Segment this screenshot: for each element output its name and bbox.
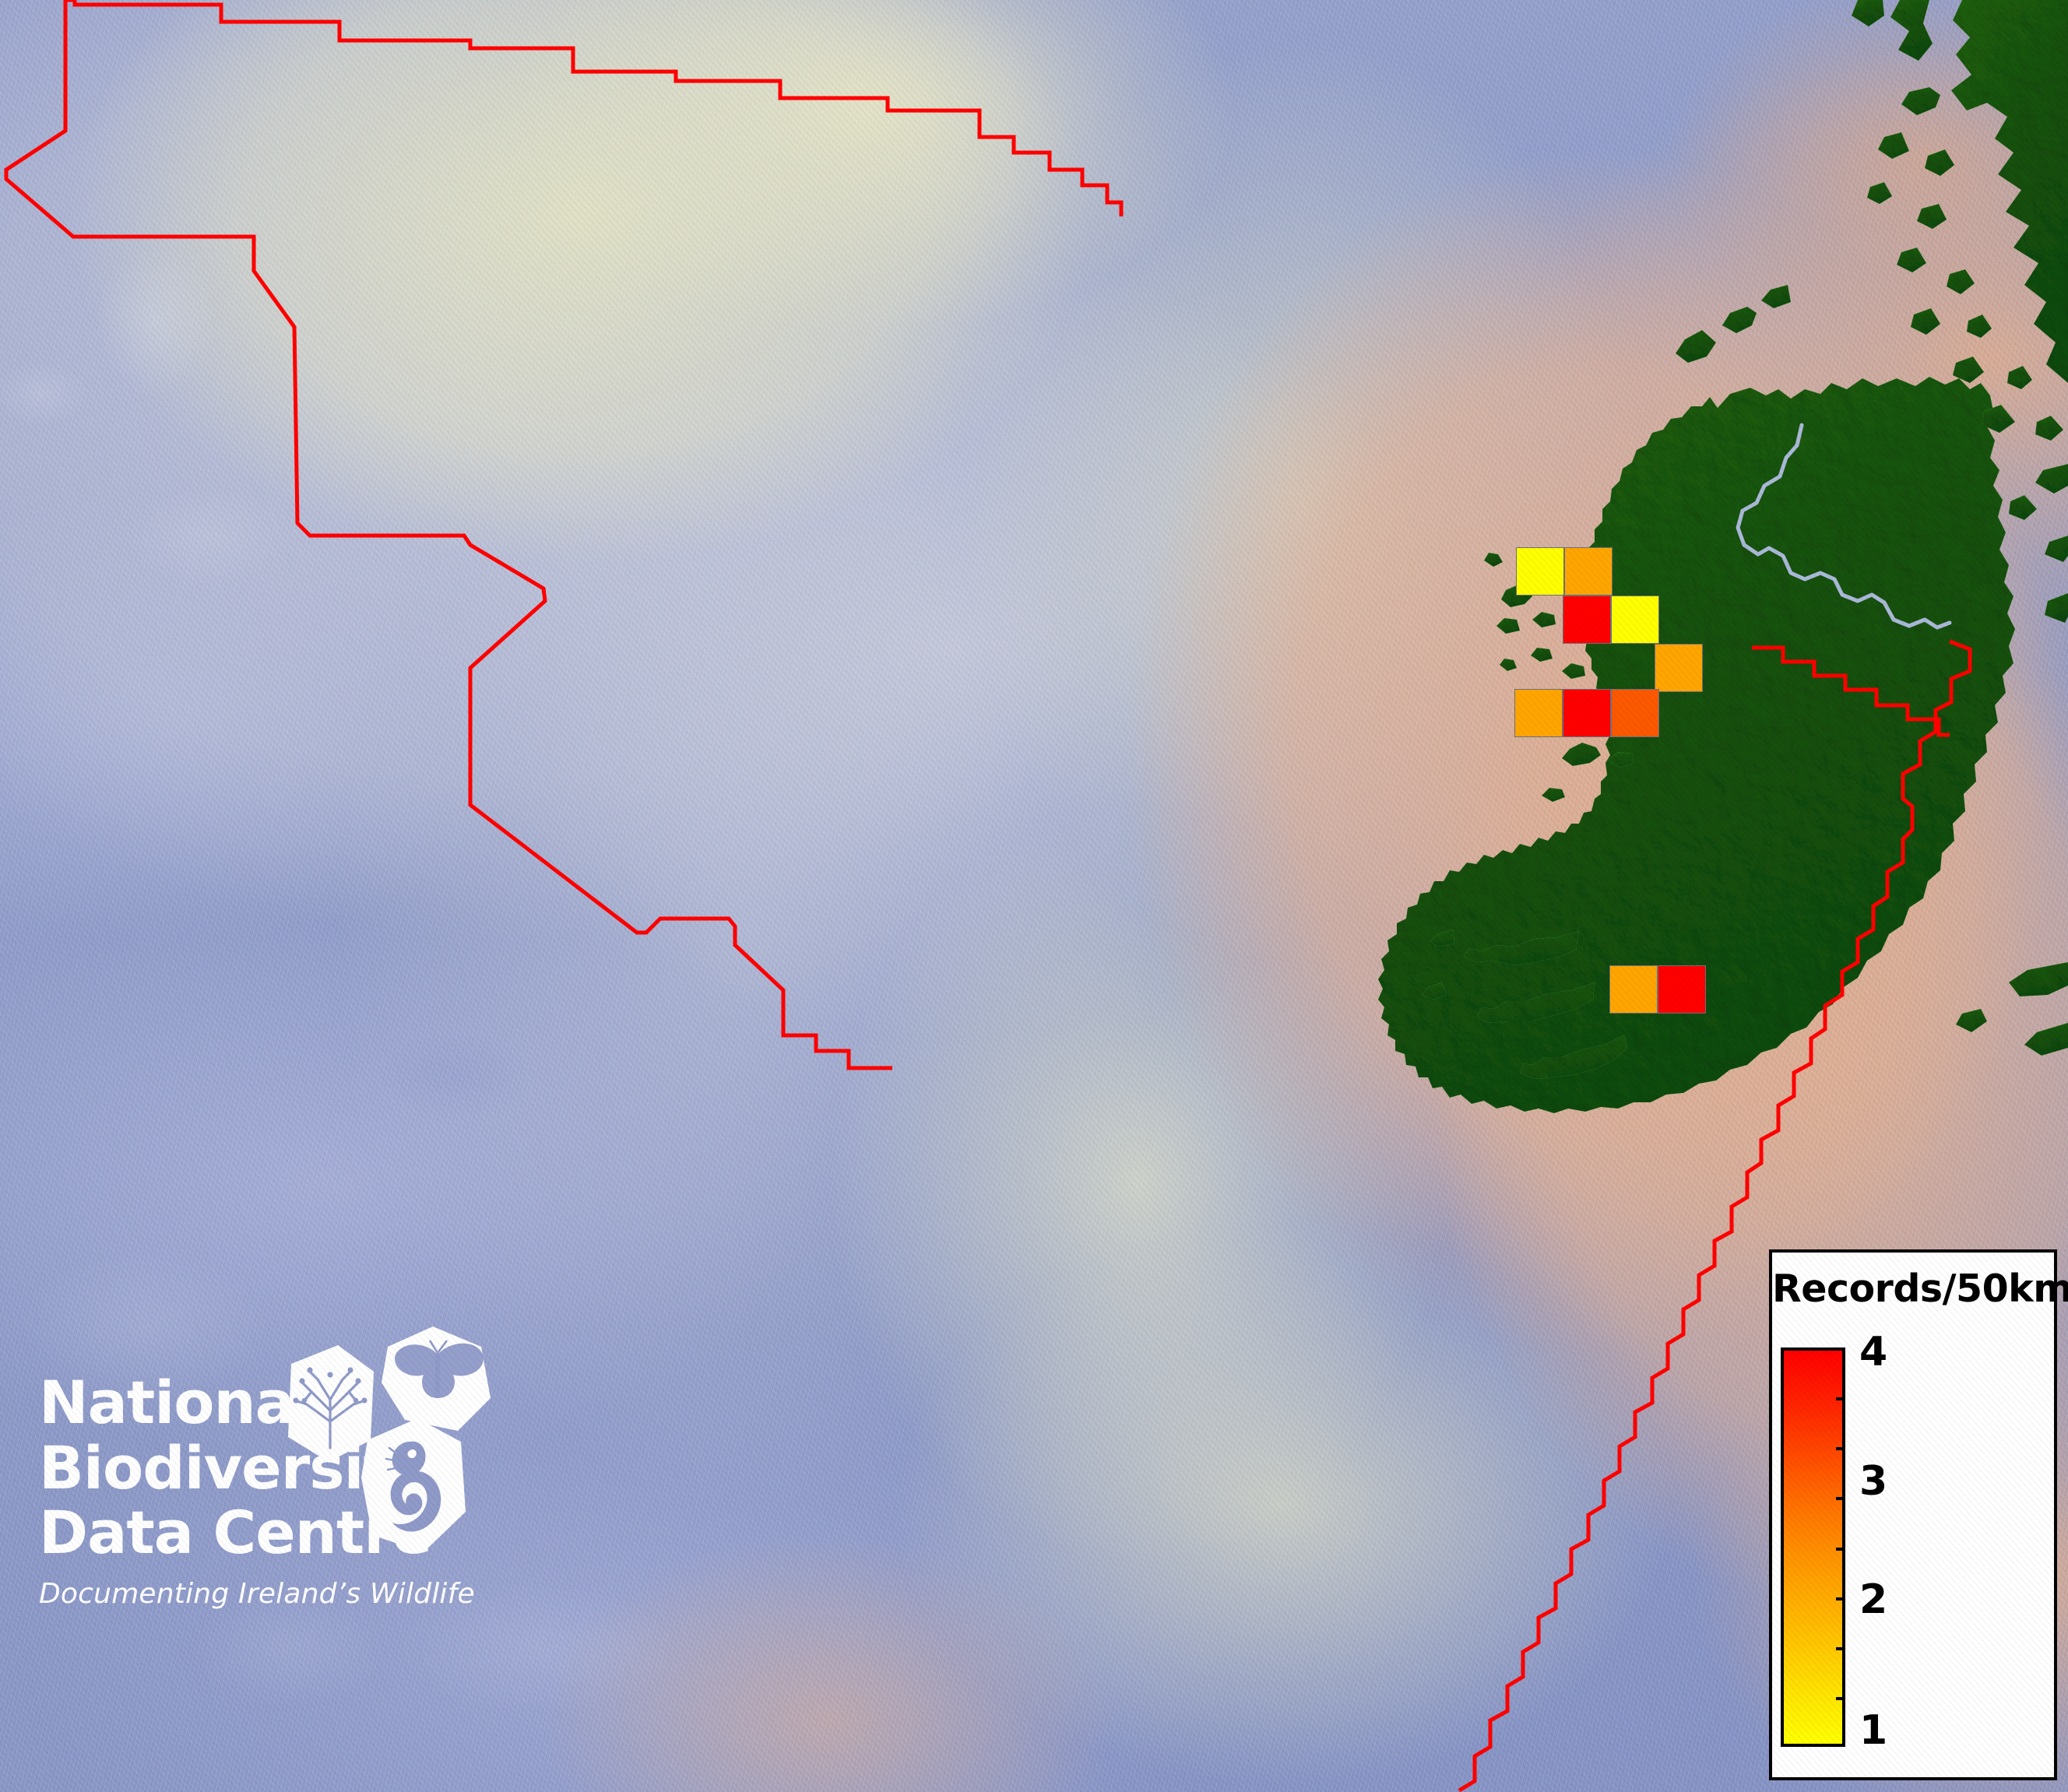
logo-tagline: Documenting Ireland’s Wildlife (39, 1577, 475, 1610)
donegal-headlands (1676, 285, 1791, 363)
nbdc-logo: National Biodiversity Data Centre Docume… (39, 1326, 740, 1775)
eez-boundary-line (4, 0, 1972, 1792)
legend-tick (1836, 1447, 1845, 1451)
logo-hexagon-marks (288, 1326, 491, 1552)
southern-landmass-fragments (1956, 962, 2068, 1056)
scotland-landmass (1852, 0, 2068, 623)
record-cell (1514, 689, 1563, 737)
record-cell (1609, 965, 1658, 1014)
legend-label-4: 4 (1859, 1329, 1888, 1376)
seahorse-icon (361, 1418, 466, 1552)
logo-line-1: National (39, 1368, 315, 1437)
legend-tick (1836, 1547, 1845, 1551)
southwest-peninsulas (1422, 929, 1627, 1079)
legend-title: Records/50km (1772, 1267, 2068, 1311)
northern-ireland-border (1736, 423, 1952, 630)
map-legend: Records/50km 4 3 2 1 (1769, 1249, 2068, 1780)
legend-tick (1836, 1497, 1845, 1501)
record-cell (1564, 547, 1613, 596)
logo-wordmark: National Biodiversity Data Centre Docume… (39, 1370, 475, 1610)
record-cell (1563, 689, 1611, 737)
legend-tick (1836, 1646, 1845, 1650)
record-cell (1516, 547, 1564, 596)
record-cell (1611, 596, 1659, 644)
butterfly-icon (382, 1326, 491, 1431)
record-cell (1655, 644, 1703, 692)
ireland-landmass (1378, 377, 2015, 1113)
legend-label-3: 3 (1859, 1458, 1888, 1505)
legend-gradient-bar (1781, 1348, 1845, 1747)
plant-icon (288, 1345, 374, 1462)
legend-label-2: 2 (1859, 1576, 1888, 1623)
logo-line-3: Data Centre (39, 1498, 432, 1568)
record-cell (1611, 689, 1659, 737)
legend-label-1: 1 (1859, 1707, 1888, 1754)
legend-tick (1836, 1696, 1845, 1700)
record-cell (1658, 965, 1706, 1014)
legend-tick (1836, 1397, 1845, 1401)
legend-tick (1836, 1597, 1845, 1601)
record-cell (1563, 596, 1611, 644)
